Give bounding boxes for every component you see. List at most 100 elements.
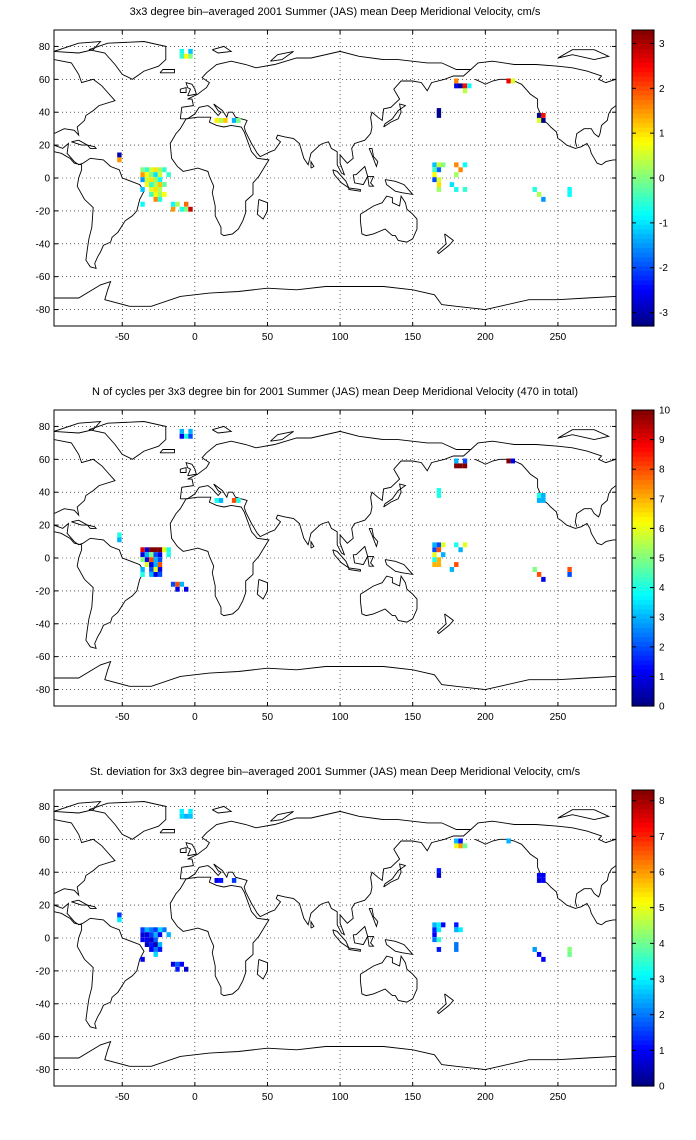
plot-area (54, 790, 616, 1086)
heatmap-cell (144, 552, 150, 558)
colorbar-segment (632, 836, 654, 842)
colorbar-segment (632, 608, 654, 615)
heatmap-cell (157, 172, 163, 178)
colorbar-segment (632, 238, 654, 244)
colorbar-tick-label: 1 (659, 129, 665, 140)
colorbar: 0 1 2 3 4 5 6 7 8 (631, 789, 665, 1093)
heatmap-cell (567, 192, 572, 197)
heatmap-cell (541, 873, 546, 878)
colorbar-segment (632, 942, 654, 948)
colorbar-segment (632, 951, 654, 958)
x-tick-label: 50 (262, 332, 274, 343)
heatmap-cell (157, 927, 163, 933)
colorbar-segment (632, 673, 654, 679)
colorbar-tick-label: 10 (659, 406, 671, 417)
heatmap-cell (236, 118, 241, 123)
colorbar-segment (632, 701, 654, 707)
coastline (54, 280, 616, 311)
heatmap-cell (462, 542, 468, 548)
heatmap-cell (454, 942, 459, 947)
colorbar-segment (632, 484, 654, 490)
heatmap-cell (536, 878, 542, 883)
heatmap-cell (510, 78, 516, 84)
heatmap-cell (506, 78, 511, 84)
heatmap-cell (149, 562, 154, 567)
colorbar-segment (632, 590, 654, 596)
coastline (54, 800, 102, 814)
chart-svg-3: -50 0 50 100 150 200 250-80-60-40-200204060800… (36, 789, 665, 1103)
heatmap-cell (536, 952, 542, 957)
x-tick-label: 0 (192, 712, 198, 723)
y-tick-label: -60 (36, 272, 51, 283)
heatmap-cell (153, 187, 158, 192)
heatmap-cell (441, 552, 446, 558)
colorbar-segment (632, 933, 654, 939)
heatmap-cell (166, 547, 171, 553)
colorbar-segment (632, 682, 654, 689)
colorbar-segment (632, 993, 654, 999)
colorbar-segment (632, 544, 654, 550)
colorbar-segment (632, 53, 654, 59)
heatmap-cell (144, 937, 150, 943)
heatmap-cell (458, 83, 463, 89)
colorbar-segment (632, 127, 654, 133)
colorbar-segment (632, 669, 654, 675)
heatmap-cell (436, 562, 442, 567)
heatmap-cell (153, 567, 158, 572)
heatmap-cell (567, 952, 572, 957)
heatmap-cell (541, 113, 546, 118)
heatmap-cell (462, 83, 468, 89)
colorbar-segment (632, 641, 654, 647)
heatmap-cell (144, 182, 150, 187)
coastline (169, 116, 270, 237)
colorbar-segment (632, 104, 654, 110)
colorbar-segment (632, 433, 654, 439)
heatmap-cell (567, 947, 572, 952)
heatmap-cell (532, 187, 537, 192)
heatmap-cell (149, 187, 154, 192)
heatmap-cell (140, 172, 145, 178)
heatmap-cell (454, 83, 459, 89)
coastline (169, 876, 270, 997)
colorbar-segment (632, 228, 654, 235)
heatmap-cell (149, 932, 154, 938)
heatmap-cell (454, 838, 459, 844)
plot-area (54, 30, 616, 326)
colorbar-segment (632, 585, 654, 591)
heatmap-cell (140, 201, 145, 207)
colorbar-tick-label: 4 (659, 583, 665, 594)
colorbar-tick-label: 8 (659, 796, 665, 807)
coastline (557, 49, 611, 61)
colorbar-segment (632, 159, 654, 165)
colorbar-segment (632, 34, 654, 40)
x-tick-label: 150 (404, 712, 421, 723)
colorbar-segment (632, 191, 654, 198)
colorbar-tick-label: 5 (659, 903, 665, 914)
heatmap-cell (454, 458, 459, 464)
heatmap-cell (223, 118, 228, 123)
coastline (359, 574, 418, 623)
colorbar-segment (632, 988, 654, 995)
heatmap-cell (510, 458, 516, 464)
colorbar-segment (632, 302, 654, 309)
heatmap-cell (157, 557, 163, 563)
colorbar-segment (632, 650, 654, 656)
heatmap-cell (149, 192, 154, 197)
colorbar-segment (632, 562, 654, 568)
colorbar-segment (632, 136, 654, 142)
colorbar-segment (632, 604, 654, 610)
heatmap-cell (140, 552, 145, 558)
heatmap-cell (541, 196, 546, 202)
colorbar-segment (632, 998, 654, 1004)
coastline (71, 899, 90, 906)
coastline (88, 801, 167, 840)
heatmap-cell (179, 428, 184, 434)
heatmap-cell (157, 562, 163, 567)
heatmap-cell (157, 947, 163, 952)
colorbar-segment (632, 938, 654, 944)
coastline (54, 1040, 616, 1071)
colorbar-segment (632, 845, 654, 851)
colorbar-segment (632, 1072, 654, 1078)
colorbar-segment (632, 419, 654, 425)
colorbar-segment (632, 507, 654, 513)
